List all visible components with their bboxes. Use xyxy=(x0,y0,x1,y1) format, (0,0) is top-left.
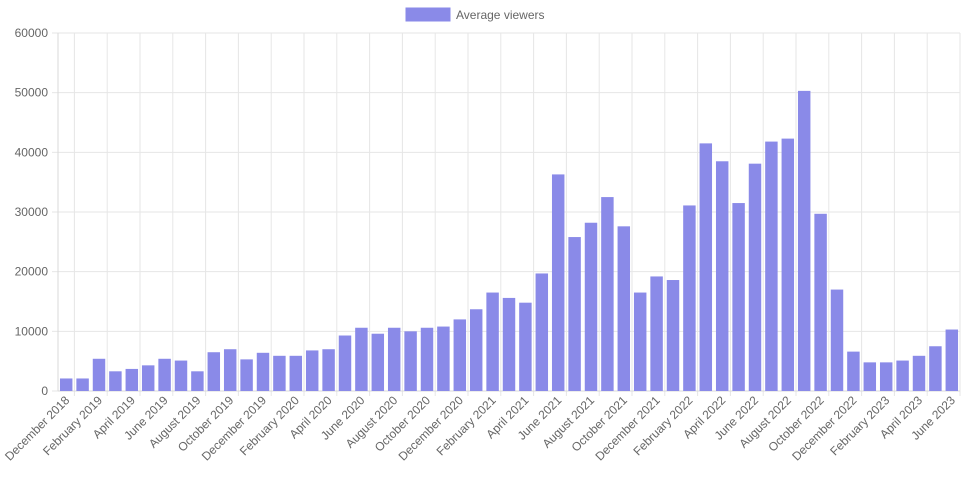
bar[interactable] xyxy=(601,197,614,391)
chart-bars xyxy=(59,90,959,391)
bar[interactable] xyxy=(109,371,122,391)
bar[interactable] xyxy=(732,203,745,391)
y-tick-label: 30000 xyxy=(15,205,49,219)
y-tick-label: 40000 xyxy=(15,145,49,159)
bar[interactable] xyxy=(879,362,893,391)
bar[interactable] xyxy=(683,205,696,391)
bar[interactable] xyxy=(59,378,73,391)
bar[interactable] xyxy=(92,358,106,391)
bar[interactable] xyxy=(535,273,549,391)
y-tick-label: 60000 xyxy=(15,26,49,40)
bar[interactable] xyxy=(814,213,827,391)
bar[interactable] xyxy=(650,276,663,391)
bar[interactable] xyxy=(273,355,286,391)
bar[interactable] xyxy=(371,333,385,391)
bar[interactable] xyxy=(174,360,188,391)
bar[interactable] xyxy=(568,237,581,391)
bar[interactable] xyxy=(797,90,811,391)
bar[interactable] xyxy=(830,289,844,391)
bar[interactable] xyxy=(240,359,253,391)
bar[interactable] xyxy=(715,161,729,391)
bar[interactable] xyxy=(699,143,713,391)
bar[interactable] xyxy=(76,378,89,391)
y-tick-label: 20000 xyxy=(15,265,49,279)
bar[interactable] xyxy=(338,335,352,391)
chart-legend[interactable]: Average viewers xyxy=(405,7,545,22)
bar[interactable] xyxy=(256,352,270,391)
legend-label: Average viewers xyxy=(456,8,545,22)
bar[interactable] xyxy=(912,355,926,391)
bar[interactable] xyxy=(387,327,401,391)
bar[interactable] xyxy=(305,350,319,391)
bar[interactable] xyxy=(158,358,171,391)
bar[interactable] xyxy=(633,292,647,391)
y-tick-label: 50000 xyxy=(15,86,49,100)
bar[interactable] xyxy=(355,327,368,391)
bar[interactable] xyxy=(519,302,532,391)
bar[interactable] xyxy=(223,349,237,391)
bar[interactable] xyxy=(617,226,631,391)
bar[interactable] xyxy=(863,362,877,391)
bar[interactable] xyxy=(404,331,417,391)
legend-swatch xyxy=(405,7,451,22)
bar[interactable] xyxy=(584,222,598,391)
bar[interactable] xyxy=(207,352,221,391)
bar[interactable] xyxy=(420,327,434,391)
bar[interactable] xyxy=(437,326,450,391)
bar[interactable] xyxy=(141,365,155,391)
bar[interactable] xyxy=(765,141,778,391)
bar[interactable] xyxy=(486,292,499,391)
bar[interactable] xyxy=(748,163,762,391)
bar[interactable] xyxy=(666,280,680,391)
bar[interactable] xyxy=(847,351,860,391)
bar[interactable] xyxy=(781,138,795,391)
bar[interactable] xyxy=(453,319,467,391)
y-tick-label: 10000 xyxy=(15,324,49,338)
bar[interactable] xyxy=(289,355,303,391)
y-tick-label: 0 xyxy=(41,384,48,398)
y-axis-ticks: 60000 50000 40000 30000 20000 10000 0 xyxy=(15,26,49,398)
bar[interactable] xyxy=(929,346,942,391)
bar[interactable] xyxy=(125,368,139,391)
bar[interactable] xyxy=(322,349,335,391)
bar[interactable] xyxy=(551,174,565,391)
bar[interactable] xyxy=(896,360,909,391)
bar[interactable] xyxy=(945,329,959,391)
bar[interactable] xyxy=(191,371,204,391)
bar[interactable] xyxy=(502,297,516,391)
bar[interactable] xyxy=(469,309,483,391)
